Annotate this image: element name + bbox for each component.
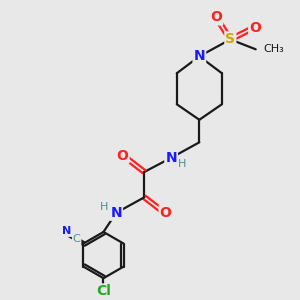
Text: N: N — [62, 226, 71, 236]
Text: CH₃: CH₃ — [264, 44, 284, 54]
Text: O: O — [210, 11, 222, 24]
Text: H: H — [100, 202, 109, 212]
Text: O: O — [160, 206, 171, 220]
Text: C: C — [73, 234, 80, 244]
Text: Cl: Cl — [96, 284, 111, 298]
Text: N: N — [165, 151, 177, 165]
Text: O: O — [117, 148, 129, 163]
Text: O: O — [249, 21, 261, 35]
Text: N: N — [110, 206, 122, 220]
Text: N: N — [194, 49, 205, 63]
Text: H: H — [178, 159, 186, 169]
Text: S: S — [225, 32, 235, 46]
